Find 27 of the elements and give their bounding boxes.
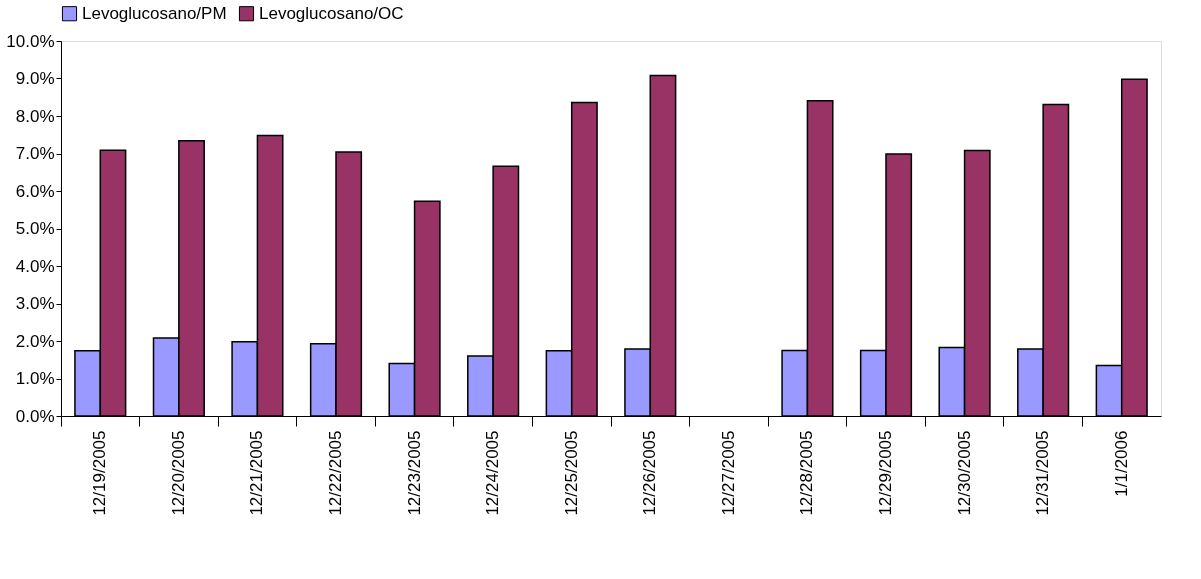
y-tick-label: 10.0% — [6, 31, 55, 51]
x-tick-label: 12/23/2005 — [404, 430, 424, 516]
y-tick-label: 4.0% — [15, 256, 55, 276]
y-tick-label: 9.0% — [15, 69, 55, 88]
y-tick-label: 1.0% — [15, 369, 55, 388]
y-tick-label: 2.0% — [15, 331, 55, 351]
y-tick-label: 6.0% — [15, 181, 55, 201]
x-tick-label: 12/30/2005 — [954, 430, 974, 516]
x-tick-label: 1/1/2006 — [1111, 430, 1131, 497]
x-tick-label: 12/20/2005 — [168, 430, 188, 516]
y-tick-label: 8.0% — [15, 106, 55, 126]
y-tick-label: 5.0% — [15, 219, 55, 238]
x-tick-label: 12/28/2005 — [797, 430, 817, 516]
x-tick-label: 12/21/2005 — [247, 430, 267, 516]
y-tick-label: 3.0% — [15, 294, 55, 313]
x-tick-label: 12/19/2005 — [90, 430, 110, 516]
x-tick-label: 12/31/2005 — [1033, 430, 1053, 516]
y-tick-label: 7.0% — [15, 144, 55, 163]
x-tick-label: 12/22/2005 — [326, 430, 345, 516]
x-tick-label: 12/26/2005 — [640, 430, 660, 516]
legend-label: Levoglucosano/PM — [82, 3, 227, 23]
x-tick-label: 12/29/2005 — [876, 430, 895, 516]
x-tick-label: 12/27/2005 — [718, 430, 738, 516]
y-tick-label: 0.0% — [15, 406, 55, 426]
x-tick-label: 12/25/2005 — [561, 430, 581, 516]
legend-label: Levoglucosano/OC — [259, 3, 404, 23]
x-tick-label: 12/24/2005 — [483, 430, 503, 516]
